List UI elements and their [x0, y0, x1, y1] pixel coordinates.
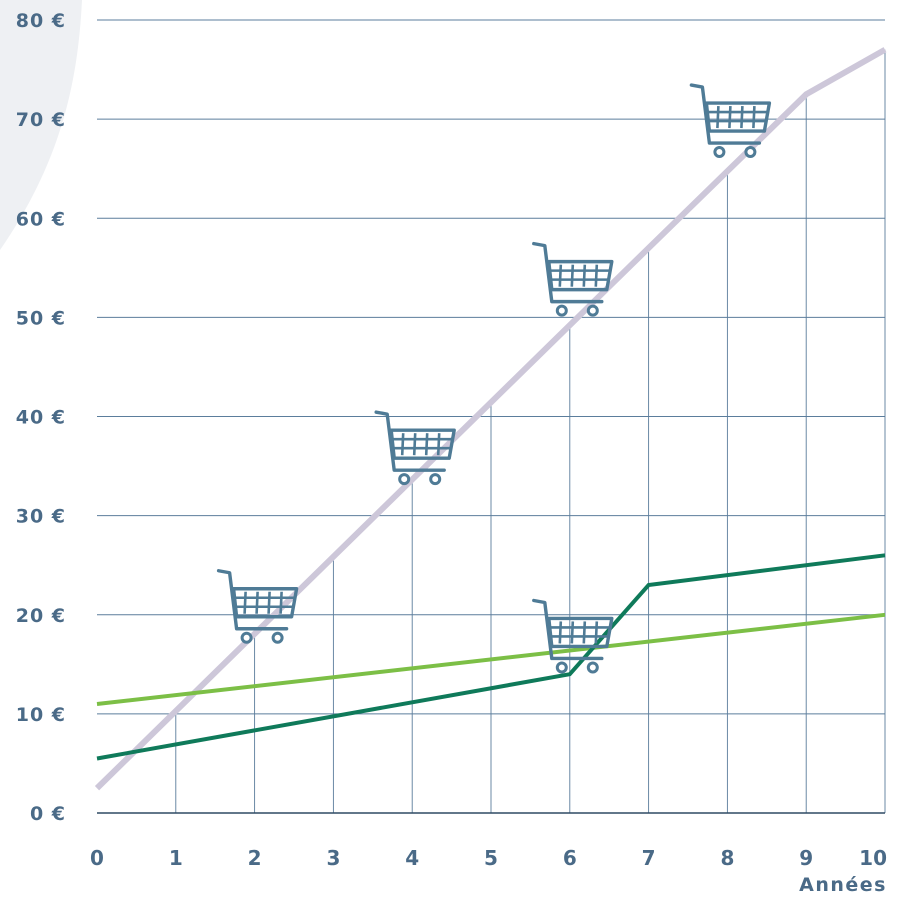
- x-tick-label-6: 6: [563, 846, 577, 870]
- cart-grid-v-3: [594, 264, 599, 287]
- cart-grid-v-1: [728, 105, 732, 129]
- y-tick-label-70: 70 €: [16, 109, 66, 131]
- y-tick-label-50: 50 €: [16, 307, 66, 329]
- cart-wheel-right: [744, 146, 757, 159]
- icon-layer: [216, 83, 772, 674]
- cart-grid-v-2: [740, 105, 744, 129]
- x-tick-label-0: 0: [90, 846, 104, 870]
- cart-icon-year-8: [689, 83, 772, 159]
- y-tick-label-60: 60 €: [16, 208, 66, 230]
- cart-grid-v-0: [243, 591, 247, 614]
- cart-wheel-left: [555, 661, 568, 674]
- series-line-2: [96, 612, 886, 706]
- cart-grid-v-0: [716, 105, 720, 129]
- y-tick-label-40: 40 €: [16, 407, 66, 429]
- cart-grid-v-0: [400, 433, 405, 456]
- cart-basket: [547, 259, 614, 292]
- y-tick-label-0: 0 €: [30, 803, 66, 825]
- grid-layer: [97, 19, 886, 813]
- y-tick-label-80: 80 €: [16, 10, 66, 32]
- x-tick-label-2: 2: [248, 846, 262, 870]
- cart-icon-year-4: [374, 410, 456, 486]
- cart-grid-v-2: [582, 264, 587, 287]
- cart-grid-v-0: [558, 264, 563, 287]
- cart-grid-v-3: [436, 433, 441, 456]
- cart-handle: [532, 241, 604, 304]
- cart-grid-v-1: [255, 591, 259, 614]
- x-tick-label-1: 1: [169, 846, 183, 870]
- cart-basket: [547, 616, 614, 649]
- y-tick-label-10: 10 €: [16, 704, 66, 726]
- cart-grid-v-1: [570, 264, 575, 287]
- cart-handle: [689, 83, 762, 145]
- cart-wheel-left: [240, 631, 253, 644]
- background-layer: [0, 0, 82, 250]
- cart-wheel-right: [271, 631, 284, 644]
- cart-grid-v-0: [558, 621, 563, 644]
- x-tick-label-4: 4: [405, 846, 419, 870]
- cart-grid-v-2: [582, 621, 587, 644]
- x-tick-label-8: 8: [720, 846, 734, 870]
- x-tick-label-5: 5: [484, 846, 498, 870]
- x-tick-label-3: 3: [326, 846, 340, 870]
- x-tick-label-7: 7: [642, 846, 656, 870]
- x-tick-label-10: 10: [859, 846, 887, 870]
- cart-icon-year-2: [216, 569, 299, 644]
- cart-wheel-right: [586, 661, 599, 674]
- y-tick-label-20: 20 €: [16, 605, 66, 627]
- y-tick-label-30: 30 €: [16, 506, 66, 528]
- cart-handle: [374, 410, 446, 472]
- cart-handle: [216, 569, 289, 631]
- cart-wheel-right: [586, 304, 599, 317]
- cart-grid-v-1: [570, 621, 575, 644]
- cart-wheel-left: [398, 473, 411, 486]
- cart-grid-v-3: [594, 621, 599, 644]
- cart-icon-year-6-high: [532, 241, 614, 317]
- cart-grid-v-3: [279, 591, 283, 614]
- x-tick-label-9: 9: [799, 846, 813, 870]
- cart-wheel-right: [429, 473, 442, 486]
- cart-grid-v-2: [267, 591, 271, 614]
- cart-wheel-left: [555, 304, 568, 317]
- cart-wheel-left: [713, 146, 726, 159]
- series-line-1: [94, 47, 887, 791]
- x-axis-label: Années: [799, 874, 887, 896]
- cart-icon-year-6-low: [532, 598, 614, 674]
- label-layer: 0 € 10 € 20 € 30 € 40 € 50 € 60 € 70 € 80 € 0 1 2 3 4…: [16, 10, 887, 896]
- cart-grid-v-1: [412, 433, 417, 456]
- cart-handle: [532, 598, 604, 661]
- cart-grid-v-2: [424, 433, 429, 456]
- cart-basket: [704, 101, 772, 133]
- background-shape: [0, 0, 82, 250]
- cart-grid-v-3: [752, 105, 756, 129]
